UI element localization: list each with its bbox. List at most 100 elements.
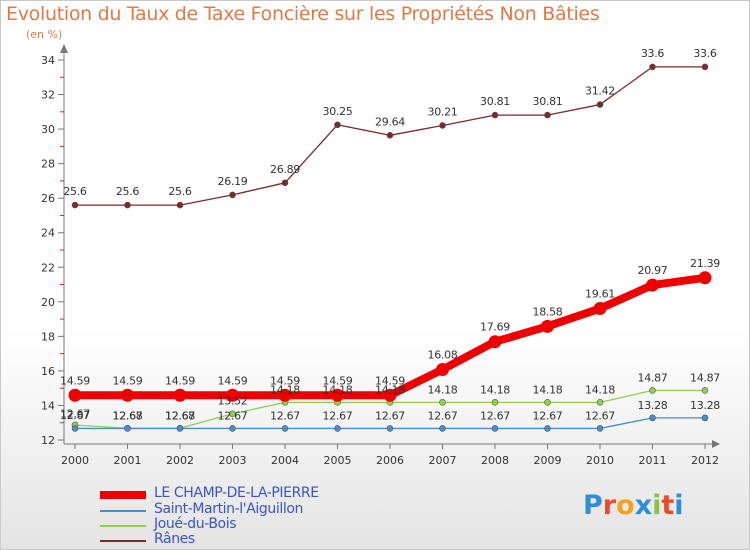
- data-label: 12.67: [218, 409, 248, 422]
- x-tick-label: 2001: [114, 454, 142, 467]
- data-point: [701, 63, 709, 71]
- y-tick-label: 24: [41, 227, 55, 240]
- data-point: [698, 271, 712, 285]
- data-point: [596, 425, 604, 432]
- data-point: [439, 425, 446, 432]
- data-label: 30.25: [323, 105, 353, 118]
- data-point: [176, 425, 184, 432]
- data-label: 30.81: [533, 95, 563, 108]
- y-tick-label: 34: [41, 54, 55, 67]
- data-point: [124, 425, 131, 432]
- legend-swatch: [100, 540, 146, 542]
- y-tick-label: 18: [41, 330, 55, 343]
- data-point: [229, 191, 236, 199]
- data-label: 12.67: [323, 409, 353, 422]
- data-point: [649, 387, 656, 394]
- data-point: [701, 414, 709, 422]
- data-point: [544, 111, 551, 119]
- data-label: 14.18: [585, 383, 615, 396]
- x-tick-label: 2011: [639, 454, 667, 467]
- x-tick-label: 2002: [166, 454, 194, 467]
- data-point: [701, 387, 709, 394]
- y-tick-label: 12: [41, 434, 55, 447]
- data-label: 14.59: [165, 374, 195, 387]
- data-label: 13.52: [218, 395, 248, 408]
- data-point: [383, 388, 397, 402]
- x-tick-label: 2009: [534, 454, 562, 467]
- legend-swatch: [100, 525, 146, 527]
- data-label: 16.08: [428, 349, 458, 362]
- data-point: [334, 425, 341, 432]
- data-point: [71, 201, 79, 209]
- data-label: 25.6: [116, 185, 140, 198]
- x-tick-label: 2003: [219, 454, 247, 467]
- x-tick-label: 2006: [376, 454, 404, 467]
- data-label: 14.59: [60, 374, 90, 387]
- x-tick-label: 2010: [586, 454, 614, 467]
- data-label: 33.6: [693, 47, 717, 60]
- logo-letter: o: [616, 490, 635, 521]
- data-label: 12.68: [113, 409, 143, 422]
- legend-item-le-champ-de-la-pierre: LE CHAMP-DE-LA-PIERRE: [100, 485, 400, 502]
- data-point: [173, 388, 187, 402]
- chart-title: Evolution du Taux de Taxe Foncière sur l…: [6, 3, 600, 25]
- data-point: [439, 399, 446, 406]
- data-label: 13.28: [638, 399, 668, 412]
- data-label: 30.21: [428, 105, 458, 118]
- data-point: [121, 388, 134, 402]
- data-label: 12.67: [533, 409, 563, 422]
- data-point: [436, 363, 449, 377]
- data-point: [649, 414, 656, 422]
- y-tick-label: 20: [41, 296, 55, 309]
- data-point: [596, 399, 604, 406]
- y-tick-label: 32: [41, 89, 55, 102]
- legend-item-saint-martin-l-aiguillon: Saint-Martin-l'Aiguillon: [100, 501, 400, 518]
- data-point: [386, 425, 394, 432]
- data-label: 12.67: [480, 409, 510, 422]
- legend-swatch: [100, 491, 146, 499]
- data-point: [439, 122, 446, 129]
- proxiti-logo: Proxiti: [583, 490, 684, 521]
- x-axis-arrow: [712, 440, 720, 448]
- data-label: 33.6: [641, 47, 665, 60]
- logo-letter: i: [652, 490, 662, 521]
- data-label: 14.18: [270, 383, 300, 396]
- data-point: [71, 425, 79, 432]
- data-label: 12.67: [165, 409, 195, 422]
- y-axis-arrow: [60, 44, 68, 53]
- logo-letter: x: [634, 490, 653, 521]
- data-label: 13.28: [690, 399, 720, 412]
- data-point: [226, 388, 239, 402]
- legend-item-ranes: Rânes: [100, 531, 400, 548]
- data-point: [649, 63, 656, 71]
- data-label: 12.67: [375, 409, 405, 422]
- y-tick-label: 26: [41, 192, 55, 205]
- data-point: [386, 132, 394, 139]
- x-tick-label: 2005: [324, 454, 352, 467]
- x-tick-label: 2000: [61, 454, 89, 467]
- data-label: 25.6: [63, 185, 87, 198]
- legend-label: LE CHAMP-DE-LA-PIERRE: [154, 485, 319, 501]
- legend-swatch: [100, 510, 146, 512]
- y-tick-label: 22: [41, 261, 55, 274]
- y-tick-label: 14: [41, 399, 55, 412]
- data-label: 17.69: [480, 321, 510, 334]
- data-label: 12.67: [113, 409, 143, 422]
- data-label: 20.97: [638, 264, 668, 277]
- data-point: [596, 101, 604, 108]
- data-point: [646, 278, 659, 292]
- data-label: 14.18: [480, 383, 510, 396]
- data-point: [544, 425, 551, 432]
- data-label: 14.18: [428, 383, 458, 396]
- data-point: [331, 388, 344, 402]
- y-unit-label: (en %): [26, 28, 63, 41]
- data-label: 12.67: [60, 407, 90, 420]
- data-point: [278, 388, 292, 402]
- data-point: [68, 388, 82, 402]
- logo-letter: i: [674, 490, 684, 521]
- y-tick-label: 30: [41, 123, 55, 136]
- legend-item-joue-du-bois: Joué-du-Bois: [100, 516, 400, 533]
- data-point: [176, 201, 184, 209]
